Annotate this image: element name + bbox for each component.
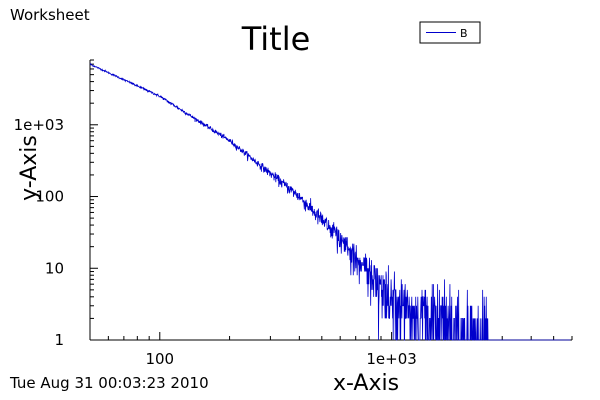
worksheet-label: Worksheet	[10, 6, 90, 24]
x-tick-label: 1e+03	[366, 350, 416, 368]
legend: B	[419, 21, 481, 44]
tick-labels: 100 1e+03 1 10 100 1e+03	[14, 116, 417, 368]
y-tick-label: 1	[54, 331, 64, 349]
y-tick-label: 100	[35, 188, 64, 206]
y-tick-label: 10	[45, 259, 64, 277]
x-axis-label: x-Axis	[333, 371, 399, 396]
timestamp: Tue Aug 31 00:03:23 2010	[10, 374, 209, 392]
chart-title: Title	[241, 20, 311, 58]
tick-marks	[89, 59, 573, 341]
y-tick-label: 1e+03	[14, 116, 64, 134]
x-tick-label: 100	[145, 350, 174, 368]
series-line-b	[89, 63, 571, 341]
y-axis-label: y-Axis	[17, 135, 42, 201]
axes	[89, 60, 572, 341]
legend-label: B	[460, 27, 468, 40]
